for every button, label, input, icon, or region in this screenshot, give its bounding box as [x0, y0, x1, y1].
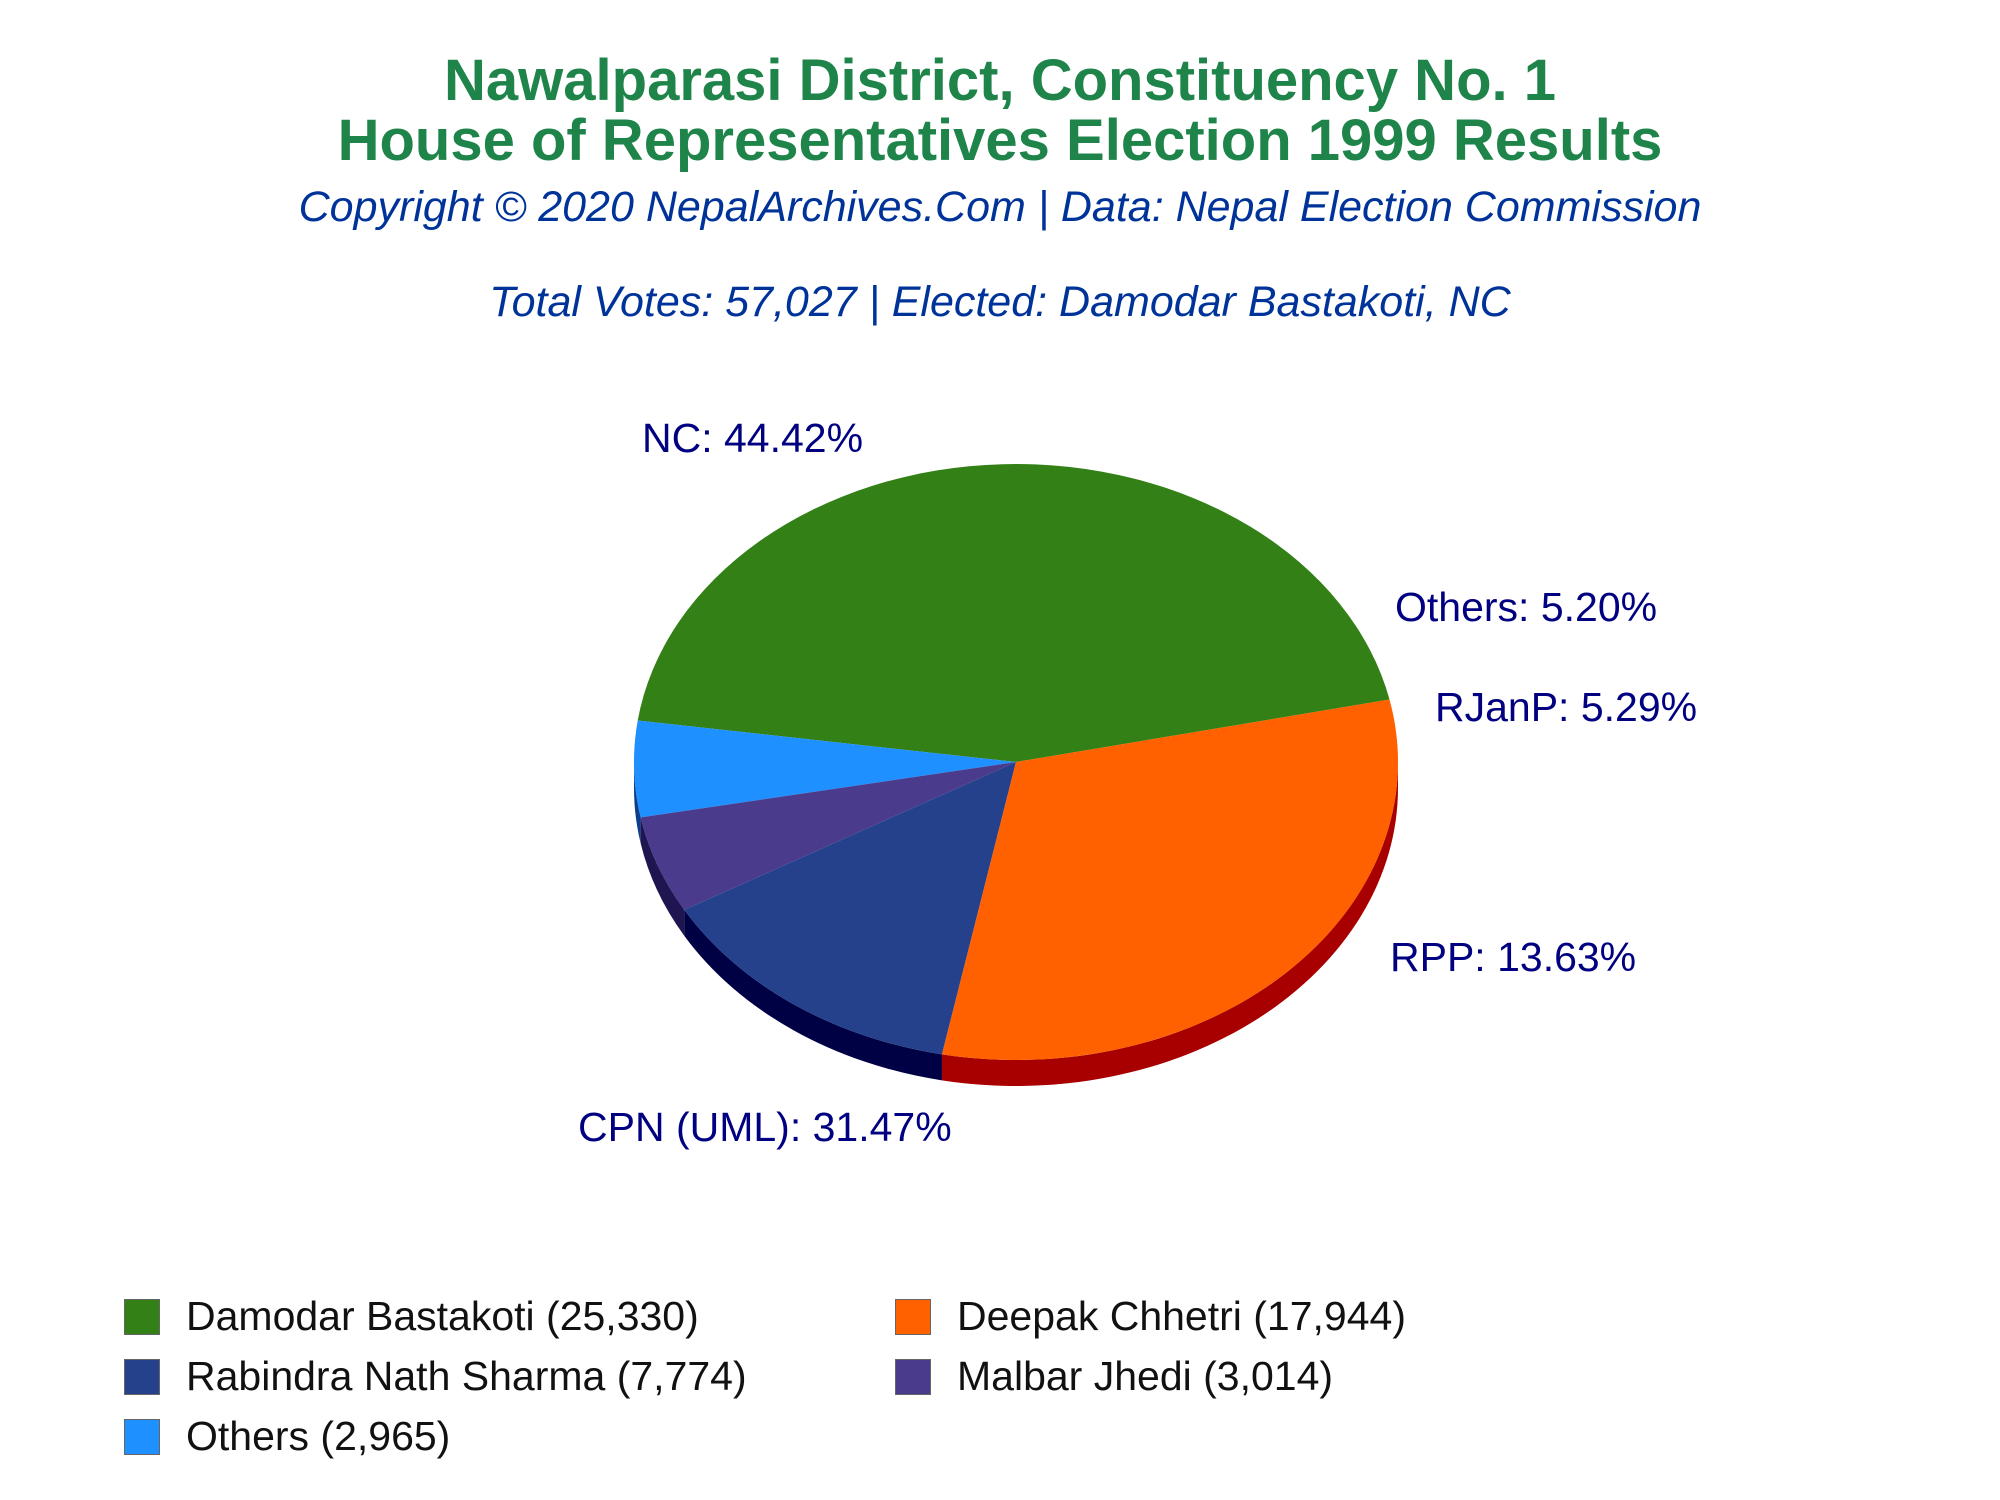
- copyright-subtitle: Copyright © 2020 NepalArchives.Com | Dat…: [298, 183, 1702, 231]
- pie-slice-rjanp: [640, 762, 1016, 910]
- slice-label-cpn-uml: CPN (UML): 31.47%: [578, 1104, 952, 1150]
- slice-label-nc: NC: 44.42%: [642, 415, 863, 461]
- slice-label-rpp: RPP: 13.63%: [1390, 934, 1636, 980]
- legend-swatch: [895, 1358, 931, 1395]
- legend-swatch: [124, 1358, 160, 1395]
- pie-slice-others: [633, 720, 1016, 818]
- legend-item-malbar-jhedi: Malbar Jhedi (3,014): [895, 1353, 1333, 1400]
- pie-slice-side-rjanp: [640, 817, 685, 936]
- legend-label: Malbar Jhedi (3,014): [957, 1353, 1334, 1399]
- legend-item-damodar-bastakoti: Damodar Bastakoti (25,330): [124, 1293, 699, 1340]
- legend-swatch: [124, 1418, 160, 1455]
- legend-item-rabindra-nath-sharma: Rabindra Nath Sharma (7,774): [124, 1353, 747, 1400]
- legend-label: Deepak Chhetri (17,944): [957, 1293, 1406, 1339]
- pie-slice-cpn-uml: [941, 699, 1398, 1060]
- legend-item-others: Others (2,965): [124, 1413, 450, 1460]
- legend-label: Others (2,965): [186, 1413, 451, 1459]
- pie-slice-side-others: [634, 762, 641, 844]
- slice-label-others: Others: 5.20%: [1395, 584, 1657, 630]
- legend-label: Rabindra Nath Sharma (7,774): [186, 1353, 747, 1399]
- pie-slice-nc: [637, 464, 1390, 762]
- pie-slice-side-rpp: [684, 909, 942, 1081]
- pie-depth: [634, 762, 1398, 1087]
- chart-title-line2: House of Representatives Election 1999 R…: [337, 108, 1663, 173]
- summary-subtitle: Total Votes: 57,027 | Elected: Damodar B…: [489, 278, 1511, 326]
- legend-item-deepak-chhetri: Deepak Chhetri (17,944): [895, 1293, 1406, 1340]
- slice-label-rjanp: RJanP: 5.29%: [1435, 684, 1697, 730]
- chart-title-line1: Nawalparasi District, Constituency No. 1: [444, 48, 1556, 113]
- legend-label: Damodar Bastakoti (25,330): [186, 1293, 699, 1339]
- legend-swatch: [895, 1298, 931, 1335]
- legend-swatch: [124, 1298, 160, 1335]
- pie-slice-rpp: [684, 762, 1016, 1055]
